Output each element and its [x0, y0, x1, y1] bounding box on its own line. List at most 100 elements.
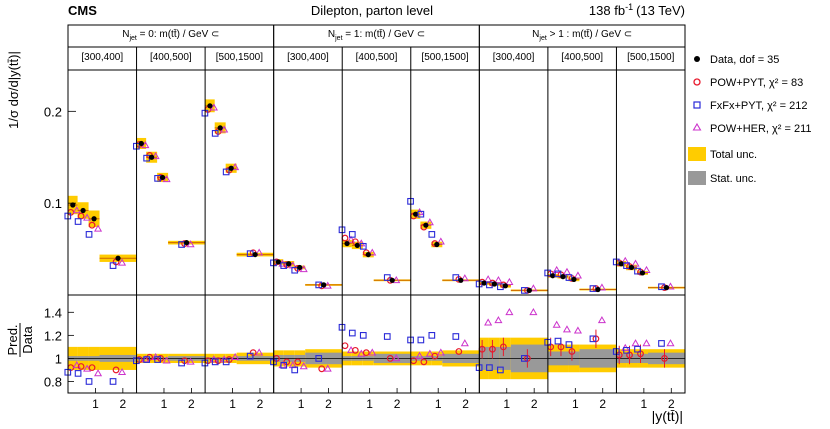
- fxfx-point: [417, 336, 425, 344]
- powher-point: [141, 140, 150, 149]
- powher-point: [415, 351, 424, 359]
- powher-point: [186, 357, 195, 365]
- fxfx-point: [85, 378, 93, 385]
- data-point: [481, 280, 487, 286]
- data-point: [252, 251, 258, 258]
- powher-point: [425, 218, 434, 226]
- powher-point: [631, 339, 640, 347]
- powher-point: [597, 283, 606, 291]
- powher-point: [642, 339, 651, 347]
- powher-point: [494, 275, 503, 284]
- x-tick-label: 1: [435, 397, 442, 411]
- fxfx-point: [565, 274, 573, 281]
- panel: [300,400] 1 2: [270, 52, 343, 411]
- powher-point: [562, 267, 572, 275]
- x-tick-label: 2: [257, 397, 264, 411]
- fxfx-point: [246, 352, 254, 360]
- fxfx-point: [634, 267, 641, 275]
- fxfx-point: [623, 262, 630, 269]
- ratio-y-tick-label: 1.4: [44, 305, 62, 320]
- data-point: [321, 282, 327, 288]
- legend-stat-unc-swatch: [688, 171, 706, 185]
- fxfx-point: [521, 355, 528, 362]
- lumi-text: 138 fb-1 (13 TeV): [589, 2, 685, 18]
- fxfx-point: [74, 370, 82, 377]
- fxfx-point: [222, 168, 230, 176]
- fxfx-point: [178, 359, 185, 367]
- data-point: [595, 286, 601, 293]
- data-point: [217, 125, 223, 131]
- x-tick-label: 2: [462, 397, 469, 411]
- panel: [500,1500] 1 2: [407, 52, 480, 411]
- powher-point: [255, 348, 264, 356]
- x-tick-label: 1: [298, 397, 305, 411]
- powher-point: [666, 282, 675, 290]
- panel: [400,500] 1 2: [338, 52, 411, 411]
- powher-point: [83, 364, 92, 372]
- panel-bin-label: [300,400]: [493, 52, 535, 63]
- powher-point: [299, 264, 308, 273]
- powher-point: [368, 248, 377, 256]
- powpyt-point: [112, 366, 120, 374]
- powher-point: [460, 274, 469, 282]
- lumi-value: 138 fb: [589, 3, 625, 18]
- powher-point: [209, 103, 218, 111]
- powher-point: [323, 364, 332, 372]
- powher-point: [573, 271, 583, 279]
- fxfx-point: [359, 242, 367, 250]
- legend-fxfx-label: FxFx+PYT, χ² = 212: [710, 100, 807, 112]
- group-header: Njet = 1: m(tt̄) / GeV ⊂: [328, 28, 425, 42]
- data-point: [354, 242, 360, 249]
- powher-point: [642, 265, 651, 274]
- data-point: [560, 274, 566, 280]
- x-tick-label: 2: [188, 397, 195, 411]
- x-tick-label: 1: [161, 397, 168, 411]
- data-point: [502, 283, 508, 289]
- powher-point: [529, 284, 538, 292]
- powher-point: [162, 174, 171, 183]
- legend-powpyt-marker: [693, 78, 701, 86]
- powher-point: [436, 348, 445, 356]
- fxfx-point: [383, 274, 391, 281]
- powpyt-point: [362, 349, 370, 357]
- group-header: Njet = 0: m(tt̄) / GeV ⊂: [122, 28, 219, 42]
- fxfx-point: [486, 364, 493, 371]
- plot-frame: 0.1 0.2 0.8 1 1.2 1.4: [44, 24, 686, 394]
- y-axis-label: 1/σ dσ/d|y(tt̄)|: [6, 51, 21, 129]
- powher-point: [562, 325, 572, 333]
- fxfx-point: [623, 346, 630, 354]
- panel-bin-label: [300,400]: [287, 52, 329, 63]
- powpyt-point: [77, 363, 85, 370]
- fxfx-point: [452, 274, 460, 281]
- data-point: [365, 251, 371, 258]
- fxfx-point: [383, 333, 391, 340]
- fxfx-point: [634, 345, 641, 353]
- fxfx-point: [143, 356, 150, 363]
- data-point: [618, 261, 624, 267]
- powher-point: [346, 235, 356, 243]
- ratio-label-denominator: Data: [20, 326, 35, 354]
- data-point: [491, 281, 498, 287]
- x-tick-label: 2: [325, 397, 332, 411]
- data-point: [149, 154, 155, 160]
- data-point: [571, 276, 577, 282]
- powpyt-point: [386, 355, 394, 362]
- data-point: [228, 165, 234, 171]
- fxfx-point: [428, 332, 436, 339]
- fxfx-point: [74, 218, 82, 225]
- powher-point: [529, 307, 538, 316]
- data-point: [526, 287, 532, 294]
- fxfx-point: [280, 361, 288, 369]
- panel-bin-label: [400,500]: [150, 52, 192, 63]
- powpyt-point: [88, 364, 96, 372]
- powher-point: [666, 339, 675, 347]
- panel-bin-label: [500,1500]: [627, 52, 674, 63]
- data-point: [412, 211, 419, 217]
- data-point: [115, 255, 121, 261]
- powher-point: [392, 354, 401, 362]
- x-tick-label: 1: [641, 397, 648, 411]
- fxfx-point: [222, 358, 230, 366]
- fxfx-point: [85, 231, 93, 238]
- panel: [400,500] 1 2: [133, 52, 206, 411]
